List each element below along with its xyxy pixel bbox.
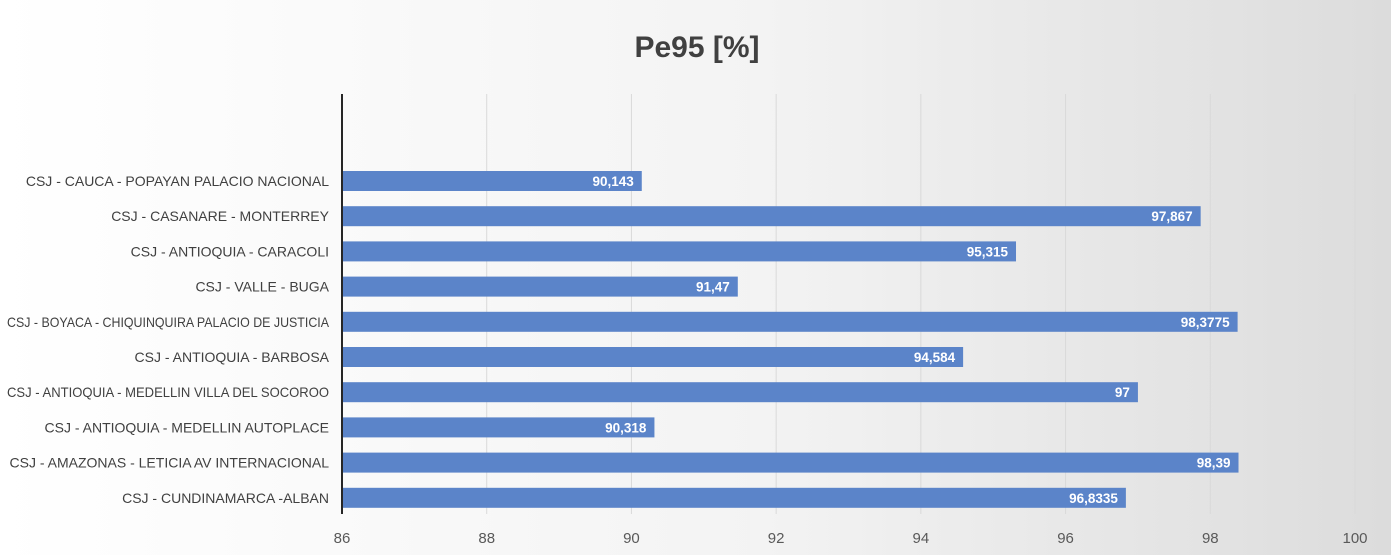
data-labels: 90,143 97,867 95,315 91,47 98,3775 94,584 97 90…	[592, 174, 1230, 506]
data-label: 94,584	[914, 350, 956, 365]
bar	[342, 206, 1201, 227]
chart-title: Pe95 [%]	[634, 31, 759, 64]
x-tick-label: 86	[334, 530, 351, 547]
x-tick-labels: 86 88 90 92 94 96 98 100	[334, 530, 1368, 547]
category-label: CSJ - CAUCA - POPAYAN PALACIO NACIONAL	[26, 173, 329, 189]
bar	[342, 171, 642, 191]
x-tick-label: 98	[1202, 530, 1219, 547]
gridlines	[486, 94, 1356, 514]
data-label: 97,867	[1151, 209, 1192, 224]
data-label: 96,8335	[1069, 491, 1118, 506]
bar	[342, 347, 964, 367]
x-tick-label: 96	[1057, 530, 1074, 547]
category-label: CSJ - ANTIOQUIA - CARACOLI	[131, 243, 329, 259]
category-label: CSJ - CASANARE - MONTERREY	[111, 208, 329, 224]
bar	[342, 487, 1126, 508]
x-tick-label: 92	[768, 530, 785, 547]
bar	[342, 311, 1238, 332]
category-labels: CSJ - CAUCA - POPAYAN PALACIO NACIONAL CS…	[7, 173, 330, 506]
category-label: CSJ - AMAZONAS - LETICIA AV INTERNACIONA…	[10, 455, 330, 471]
category-label: CSJ - BOYACA - CHIQUINQUIRA PALACIO DE J…	[7, 314, 330, 330]
bar	[342, 382, 1138, 403]
category-label: CSJ - VALLE - BUGA	[195, 279, 329, 295]
data-label: 90,318	[605, 420, 647, 435]
data-label: 98,3775	[1181, 315, 1230, 330]
x-tick-label: 100	[1342, 530, 1367, 547]
category-label: CSJ - ANTIOQUIA - MEDELLIN VILLA DEL SOC…	[7, 384, 329, 400]
category-label: CSJ - ANTIOQUIA - MEDELLIN AUTOPLACE	[45, 419, 329, 435]
data-label: 90,143	[592, 174, 634, 189]
data-label: 98,39	[1197, 456, 1231, 471]
bar	[342, 417, 655, 438]
data-label: 97	[1115, 385, 1130, 400]
x-tick-label: 88	[478, 530, 495, 547]
x-tick-label: 90	[623, 530, 640, 547]
bars	[342, 171, 1239, 508]
category-label: CSJ - CUNDINAMARCA -ALBAN	[122, 490, 329, 506]
bar	[342, 276, 738, 297]
category-label: CSJ - ANTIOQUIA - BARBOSA	[135, 349, 330, 365]
bar	[342, 241, 1017, 262]
data-label: 95,315	[967, 244, 1009, 259]
data-label: 91,47	[696, 280, 730, 295]
x-tick-label: 94	[913, 530, 930, 547]
bar	[342, 452, 1239, 473]
